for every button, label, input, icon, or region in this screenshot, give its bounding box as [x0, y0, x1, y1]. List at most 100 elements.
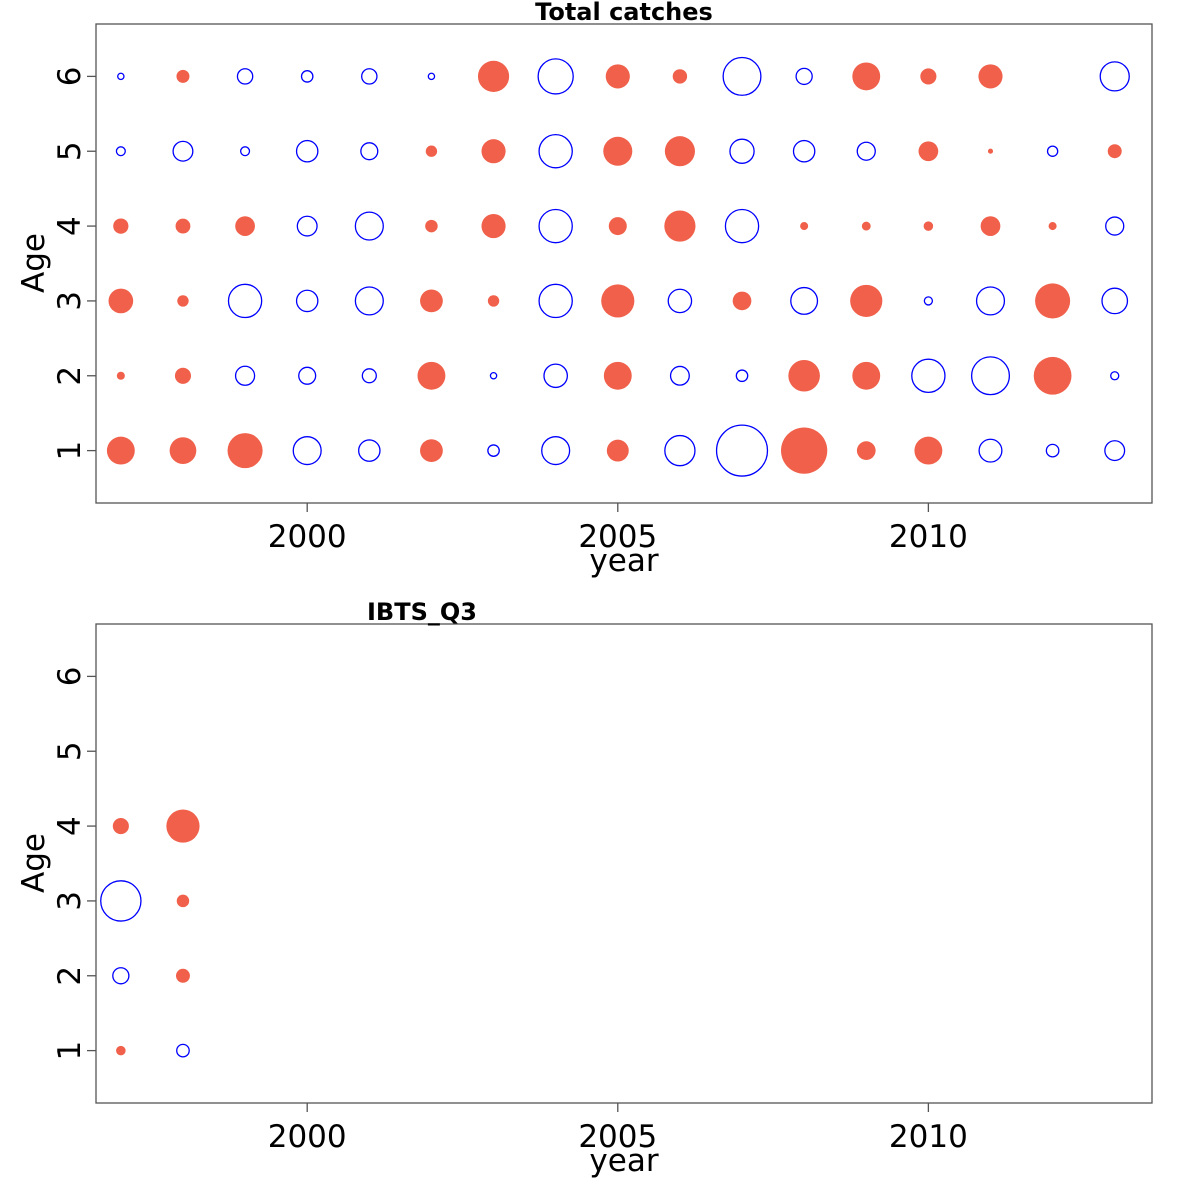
bubble-negative [427, 72, 436, 81]
bubble-positive [923, 221, 934, 231]
bubble-positive [481, 139, 506, 164]
bubble-negative [795, 67, 813, 86]
bubble-negative [236, 68, 254, 85]
bubble-negative [911, 358, 946, 394]
bubble-negative [1099, 61, 1130, 92]
x-tick-label: 2005 [578, 1119, 657, 1155]
bubble-positive [914, 436, 943, 465]
bubble-positive [169, 437, 197, 464]
bubble-positive [106, 436, 135, 465]
x-tick-label: 2005 [578, 519, 657, 555]
bubble-positive [227, 433, 263, 469]
bubble-negative [792, 139, 816, 163]
bubble-positive [856, 441, 876, 460]
bubble-positive [176, 894, 190, 908]
bubble-positive [850, 284, 883, 318]
y-tick-label: 5 [52, 741, 88, 761]
bubble-negative [296, 215, 318, 237]
y-tick-label: 3 [52, 891, 88, 911]
y-axis-label: Age [16, 233, 52, 293]
bubble-positive [664, 136, 695, 167]
bubble-negative [117, 72, 125, 81]
bubble-negative [115, 146, 126, 157]
bubble-negative [538, 133, 573, 169]
x-tick-label: 2000 [268, 519, 347, 555]
bubble-negative [172, 140, 194, 162]
bubble-positive [166, 809, 200, 843]
bubble-positive [175, 968, 190, 983]
bubble-positive [1033, 356, 1072, 395]
bubble-positive [113, 218, 129, 234]
bubble-positive [116, 1045, 126, 1056]
bubble-positive [420, 439, 443, 462]
bubble-negative [1101, 287, 1129, 315]
x-axis-label: year [589, 1143, 658, 1179]
bubble-positive [417, 361, 446, 390]
bubble-negative [722, 56, 762, 96]
panel-ibts-q3: IBTS_Q3 year Age 2000 2005 2010 1 2 3 4 5 6 [16, 598, 1153, 1179]
bubble-positive [487, 295, 500, 307]
bubble-negative [856, 141, 876, 161]
bubble-positive [174, 367, 192, 384]
bubble-positive [1107, 144, 1122, 159]
bubble-positive [601, 284, 635, 318]
bubble-negative [664, 434, 696, 467]
bubble-positive [781, 427, 828, 474]
bubble-positive [108, 288, 134, 314]
bubble-negative [715, 424, 769, 477]
bubble-positive [481, 214, 506, 239]
bubble-negative [361, 368, 377, 384]
bubble-positive [605, 64, 630, 89]
bubble-positive [176, 69, 190, 83]
bubble-negative [354, 286, 384, 316]
bubble-positive [608, 217, 627, 236]
bubble-positive [606, 439, 629, 462]
bubble-positive [672, 69, 688, 84]
bubble-negative [300, 70, 314, 83]
bubble-negative [669, 365, 690, 386]
bubble-negative [790, 286, 819, 315]
y-axis-label: Age [16, 833, 52, 893]
bubble-negative [724, 208, 760, 244]
bubble-negative [295, 289, 319, 313]
panel-total-catches: Total catches year Age 2000 2005 2010 1 2 3 4 5… [16, 0, 1153, 579]
x-axis-label: year [589, 543, 658, 579]
axis-ticks: 2000 2005 2010 1 2 3 4 5 6 [52, 667, 968, 1155]
bubble-negative [354, 211, 384, 241]
y-tick-label: 1 [52, 441, 88, 461]
bubble-negative [1105, 216, 1125, 236]
bubble-negative [240, 146, 251, 157]
bubble-positive [116, 371, 125, 380]
chart-title: IBTS_Q3 [367, 598, 477, 626]
y-tick-label: 2 [52, 366, 88, 386]
bubble-negative [295, 139, 319, 163]
bubbles [100, 809, 200, 1058]
x-tick-label: 2010 [889, 519, 968, 555]
bubble-positive [978, 64, 1003, 89]
bubble-positive [800, 222, 809, 231]
y-tick-label: 4 [52, 216, 88, 236]
axis-ticks: 2000 2005 2010 1 2 3 4 5 6 [52, 67, 968, 555]
chart-title: Total catches [535, 0, 713, 26]
bubble-negative [100, 880, 142, 922]
bubble-negative [298, 366, 317, 385]
bubble-positive [987, 148, 994, 154]
bubble-negative [112, 967, 130, 985]
bubble-positive [852, 361, 881, 390]
bubble-positive [852, 62, 881, 91]
bubble-negative [1104, 440, 1126, 462]
bubble-negative [538, 283, 573, 319]
bubble-positive [603, 136, 633, 166]
bubble-negative [538, 208, 573, 244]
bubble-positive [920, 68, 937, 85]
y-tick-label: 6 [52, 67, 88, 87]
bubble-negative [729, 138, 755, 164]
bubble-negative [489, 371, 498, 380]
bubble-negative [923, 296, 934, 306]
bubble-positive [788, 359, 820, 392]
bubble-negative [176, 1043, 190, 1058]
bubble-negative [667, 288, 693, 314]
bubble-positive [918, 141, 939, 162]
bubble-negative [541, 436, 571, 466]
plot-frame [95, 623, 1153, 1104]
